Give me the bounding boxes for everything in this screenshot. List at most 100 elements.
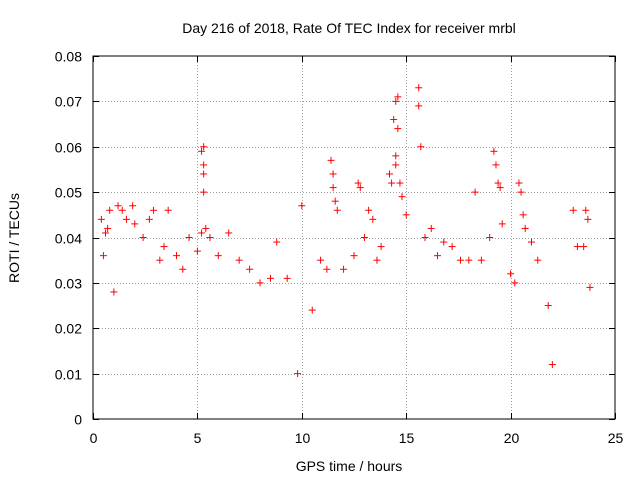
- data-point: [106, 206, 114, 214]
- data-point: [99, 252, 107, 260]
- data-point: [329, 170, 337, 178]
- grid: [93, 56, 615, 419]
- data-point: [519, 211, 527, 219]
- data-point: [214, 252, 222, 260]
- data-point: [582, 206, 590, 214]
- x-tick-label: 0: [90, 430, 98, 446]
- data-point: [434, 252, 442, 260]
- data-point: [273, 238, 281, 246]
- data-point: [586, 283, 594, 291]
- data-point: [308, 306, 316, 314]
- data-point: [392, 97, 400, 105]
- data-point: [492, 161, 500, 169]
- data-point: [471, 188, 479, 196]
- y-tick-label: 0.02: [55, 321, 82, 337]
- data-point: [327, 156, 335, 164]
- data-point: [544, 302, 552, 310]
- data-point: [486, 234, 494, 241]
- data-point: [329, 184, 337, 192]
- data-point: [350, 252, 358, 260]
- data-point: [515, 179, 523, 187]
- data-point: [490, 147, 498, 155]
- data-point: [145, 215, 153, 223]
- data-point: [340, 265, 348, 273]
- data-point: [173, 252, 181, 260]
- data-point: [573, 243, 581, 251]
- data-point: [256, 279, 264, 287]
- data-points: [97, 84, 594, 378]
- data-point: [390, 116, 398, 124]
- data-point: [185, 234, 193, 241]
- data-point: [507, 270, 515, 278]
- data-point: [584, 215, 592, 223]
- plot-frame: [92, 55, 616, 420]
- data-point: [392, 161, 400, 169]
- y-tick-label: 0.01: [55, 367, 82, 383]
- data-point: [298, 202, 306, 210]
- data-point: [354, 179, 362, 187]
- axis-ticks: 0 0.01 0.02 0.03 0.04 0.05 0.06 0.07 0.08 0 5 10 15 2…: [55, 49, 624, 447]
- data-point: [283, 274, 291, 282]
- data-point: [394, 125, 402, 133]
- data-point: [398, 193, 406, 201]
- data-point: [569, 206, 577, 214]
- data-point: [97, 215, 105, 223]
- x-tick-label: 5: [194, 430, 202, 446]
- data-point: [377, 243, 385, 251]
- data-point: [415, 102, 423, 110]
- data-point: [323, 265, 331, 273]
- data-point: [373, 256, 381, 264]
- data-point: [131, 220, 139, 228]
- data-point: [129, 202, 137, 210]
- data-point: [394, 93, 402, 101]
- data-point: [118, 206, 126, 214]
- data-point: [517, 188, 525, 196]
- data-point: [534, 256, 542, 264]
- data-point: [456, 256, 464, 264]
- x-tick-label: 25: [608, 430, 624, 446]
- data-point: [356, 184, 364, 192]
- data-point: [202, 224, 210, 232]
- data-point: [365, 206, 373, 214]
- data-point: [440, 238, 448, 246]
- y-tick-label: 0.05: [55, 185, 82, 201]
- data-point: [294, 370, 302, 378]
- data-point: [331, 197, 339, 205]
- data-point: [198, 229, 206, 237]
- data-point: [333, 206, 341, 214]
- data-point: [193, 247, 201, 255]
- data-point: [156, 256, 164, 264]
- data-point: [246, 265, 254, 273]
- data-point: [402, 211, 410, 219]
- data-point: [266, 274, 274, 282]
- x-tick-label: 10: [295, 430, 311, 446]
- data-point: [150, 206, 158, 214]
- x-axis-label: GPS time / hours: [296, 458, 403, 474]
- data-point: [465, 256, 473, 264]
- data-point: [200, 161, 208, 169]
- data-point: [317, 256, 325, 264]
- data-point: [580, 243, 588, 251]
- data-point: [521, 224, 529, 232]
- x-tick-label: 20: [504, 430, 520, 446]
- x-tick-label: 15: [399, 430, 415, 446]
- data-point: [200, 188, 208, 196]
- y-tick-label: 0: [74, 412, 82, 428]
- data-point: [388, 179, 396, 187]
- data-point: [235, 256, 243, 264]
- data-point: [200, 170, 208, 178]
- data-point: [104, 224, 112, 232]
- y-tick-label: 0.04: [55, 231, 82, 247]
- data-point: [139, 234, 147, 241]
- data-point: [369, 215, 377, 223]
- data-point: [102, 229, 110, 237]
- y-tick-label: 0.07: [55, 94, 82, 110]
- chart-title: Day 216 of 2018, Rate Of TEC Index for r…: [182, 20, 516, 36]
- data-point: [496, 184, 504, 192]
- data-point: [122, 215, 130, 223]
- data-point: [477, 256, 485, 264]
- data-point: [511, 279, 519, 287]
- data-point: [494, 179, 502, 187]
- data-point: [415, 84, 423, 92]
